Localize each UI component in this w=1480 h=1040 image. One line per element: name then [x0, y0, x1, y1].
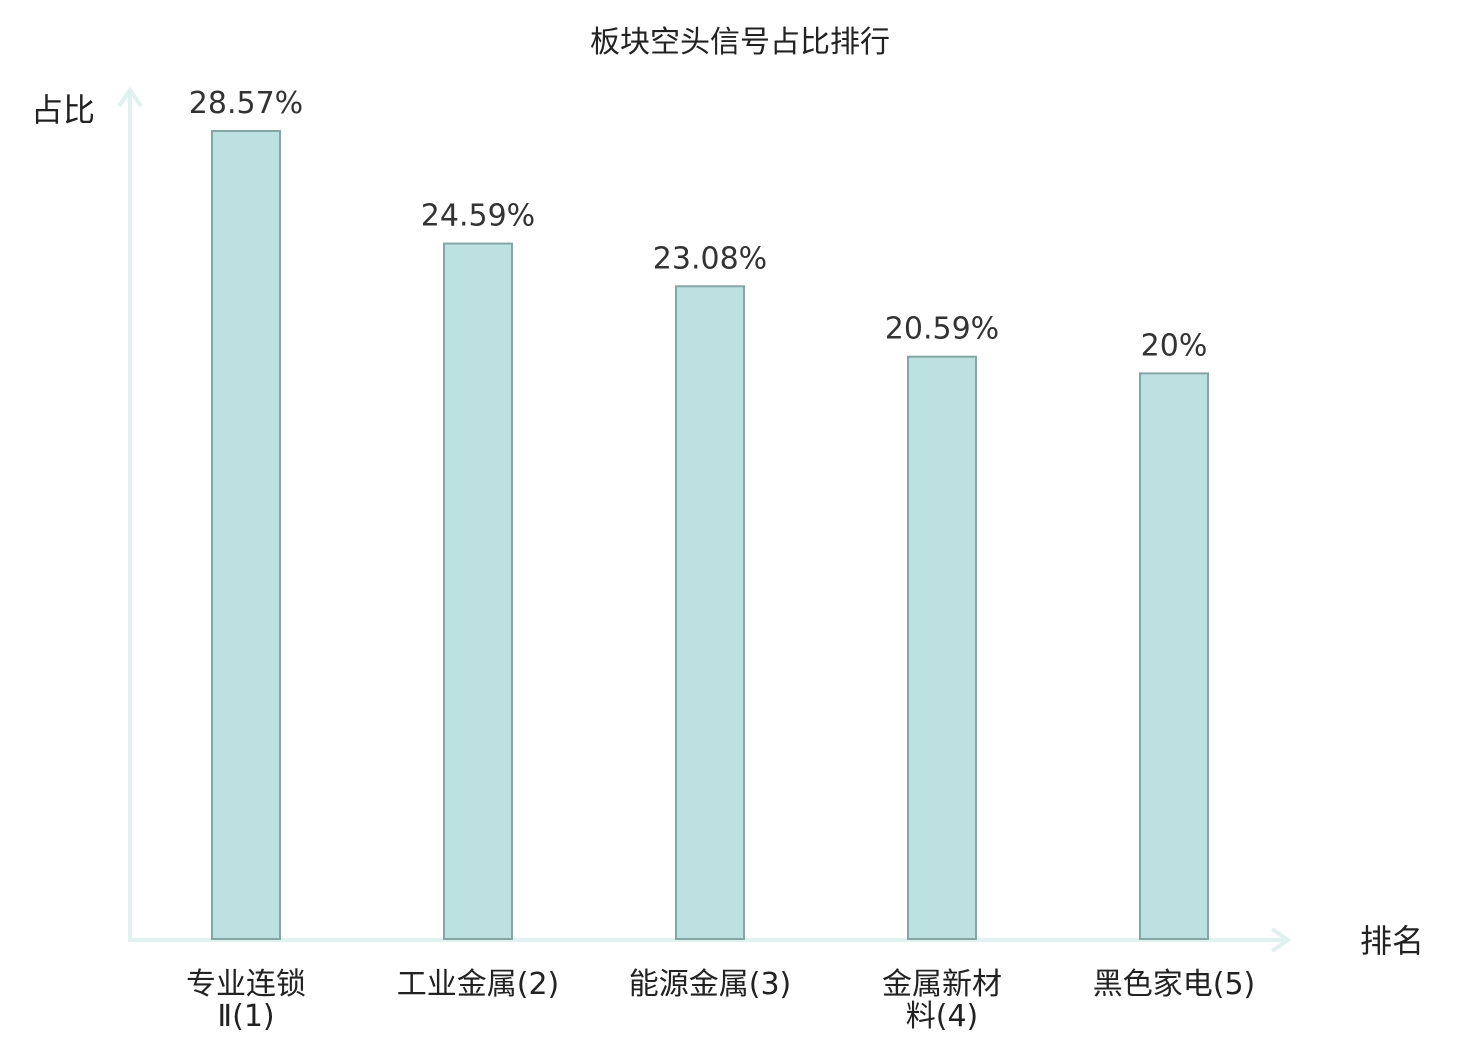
value-label: 23.08%	[653, 241, 767, 276]
category-label: 工业金属(2)	[397, 967, 560, 1002]
bar	[211, 130, 281, 940]
category-label: 料(4)	[906, 999, 979, 1034]
category-label: Ⅱ(1)	[217, 999, 274, 1034]
chart-title: 板块空头信号占比排行	[590, 25, 890, 60]
category-label: 能源金属(3)	[629, 967, 792, 1002]
x-axis-label: 排名	[1360, 922, 1424, 960]
value-labels-group: 28.57% 24.59% 23.08% 20.59% 20%	[189, 86, 1208, 363]
y-axis-arrow	[117, 86, 143, 108]
value-label: 24.59%	[421, 199, 535, 234]
value-label: 28.57%	[189, 86, 303, 121]
y-axis-label: 占比	[31, 91, 95, 129]
bar	[907, 355, 977, 940]
category-label: 金属新材	[882, 967, 1002, 1002]
category-label: 专业连锁	[186, 967, 306, 1002]
bar	[1139, 372, 1209, 940]
bar	[675, 285, 745, 940]
value-label: 20.59%	[885, 312, 999, 347]
value-label: 20%	[1141, 328, 1208, 363]
bars-group	[211, 130, 1209, 940]
x-axis-arrow	[1270, 927, 1292, 953]
bar	[443, 242, 513, 940]
category-label: 黑色家电(5)	[1093, 967, 1256, 1002]
